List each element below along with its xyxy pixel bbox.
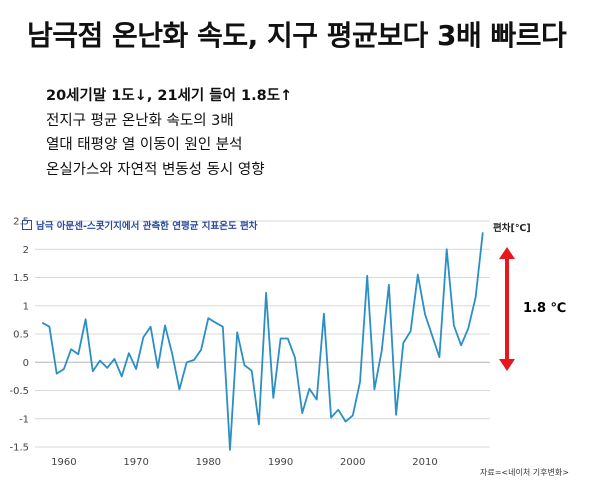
x-tick-label: 2000 (340, 457, 365, 468)
x-tick-labels: 1960 1970 1980 1990 2000 2010 (51, 457, 438, 468)
y-tick-label: 0.5 (13, 330, 29, 341)
headline: 남극점 온난화 속도, 지구 평균보다 3배 빠르다 (27, 19, 567, 52)
arrow-head-down (499, 359, 515, 371)
y-tick-label: 1.5 (13, 273, 29, 284)
chart-legend: 남극 아문센-스콧기지에서 관측한 연평균 지표온도 편차 (22, 218, 258, 232)
grid-lines (35, 220, 490, 448)
y-tick-label: 0 (23, 358, 29, 369)
bullet-line-1: 20세기말 1도↓, 21세기 들어 1.8도↑ (46, 88, 293, 104)
y-tick-label: -0.5 (9, 386, 29, 397)
temperature-chart: -1.5 -1 -0.5 0 0.5 1 1.5 2 2.5 1960 1970 1980 1990 2… (9, 217, 515, 468)
increase-annotation: 1.8 ℃ (523, 301, 567, 316)
x-tick-label: 1980 (196, 457, 221, 468)
x-tick-label: 1960 (51, 457, 76, 468)
bullet-line-3: 열대 태평양 열 이동이 원인 분석 (46, 137, 243, 153)
bullet-line-2: 전지구 평균 온난화 속도의 3배 (46, 112, 234, 129)
x-tick-label: 2010 (412, 457, 437, 468)
x-tick-label: 1970 (123, 457, 148, 468)
arrow-head-up (499, 247, 515, 259)
unit-label: 편차[℃] (493, 223, 531, 234)
x-tick-label: 1990 (268, 457, 293, 468)
y-tick-label: 2 (23, 245, 29, 256)
bullet-list: 20세기말 1도↓, 21세기 들어 1.8도↑ 전지구 평균 온난화 속도의 … (46, 84, 292, 182)
legend-square-icon (22, 220, 32, 230)
legend-text: 남극 아문센-스콧기지에서 관측한 연평균 지표온도 편차 (36, 221, 258, 232)
y-tick-labels: -1.5 -1 -0.5 0 0.5 1 1.5 2 2.5 (9, 217, 29, 454)
y-tick-label: -1.5 (9, 443, 29, 454)
y-tick-label: 1 (23, 301, 29, 312)
bullet-line-4: 온실가스와 자연적 변동성 동시 영향 (46, 161, 265, 178)
y-tick-label: 2.5 (13, 217, 29, 228)
chart-panel: -1.5 -1 -0.5 0 0.5 1 1.5 2 2.5 1960 1970 1980 1990 2… (0, 209, 599, 486)
y-tick-label: -1 (19, 414, 29, 425)
temperature-series-line (41, 232, 484, 451)
range-arrow (499, 247, 515, 371)
source-credit: 자료=<네이처 기후변화> (480, 468, 569, 477)
